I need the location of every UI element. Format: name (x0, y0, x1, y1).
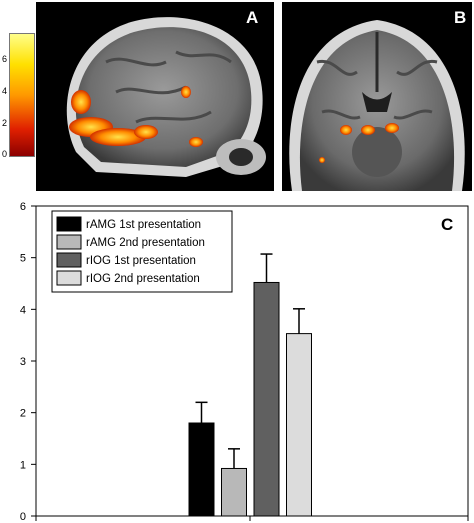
bar-3 (253, 281, 280, 517)
legend-label-2: rAMG 2nd presentation (86, 237, 205, 249)
bar-chart: 0 1 2 3 4 5 6 rAMG 1st presentation rAMG 2nd pr… (20, 201, 469, 523)
y-tick-label: 5 (20, 253, 26, 265)
bar-4 (286, 333, 312, 517)
bar-2 (221, 467, 247, 517)
legend: rAMG 1st presentation rAMG 2nd presentati… (51, 210, 233, 293)
legend-box (51, 210, 233, 293)
legend-swatch-4 (56, 270, 82, 286)
bar-1 (188, 422, 215, 517)
brain-image-sagittal (36, 2, 274, 191)
y-tick-label: 1 (20, 459, 26, 471)
y-tick-label: 2 (20, 408, 26, 420)
bars-group (188, 253, 312, 517)
legend-swatch-1 (56, 216, 82, 232)
legend-label-1: rAMG 1st presentation (86, 219, 201, 231)
colorbar (9, 33, 35, 157)
panel-label-b: B (454, 8, 467, 27)
y-tick-label: 6 (20, 201, 26, 213)
brain-image-coronal (282, 2, 472, 191)
y-axis: 0 1 2 3 4 5 6 (20, 201, 469, 523)
y-tick-label: 0 (20, 511, 26, 523)
colorbar-tick-2: 2 (2, 118, 8, 128)
y-tick-label: 4 (20, 304, 26, 316)
colorbar-tick-6: 6 (2, 54, 8, 64)
panel-label-a: A (246, 8, 259, 27)
panel-label-c: C (441, 215, 453, 234)
legend-swatch-2 (56, 234, 82, 250)
y-tick-label: 3 (20, 356, 26, 368)
legend-swatch-3 (56, 252, 82, 268)
colorbar-tick-4: 4 (2, 86, 8, 96)
legend-label-3: rIOG 1st presentation (86, 255, 196, 267)
legend-label-4: rIOG 2nd presentation (86, 273, 200, 285)
colorbar-tick-0: 0 (2, 149, 8, 159)
